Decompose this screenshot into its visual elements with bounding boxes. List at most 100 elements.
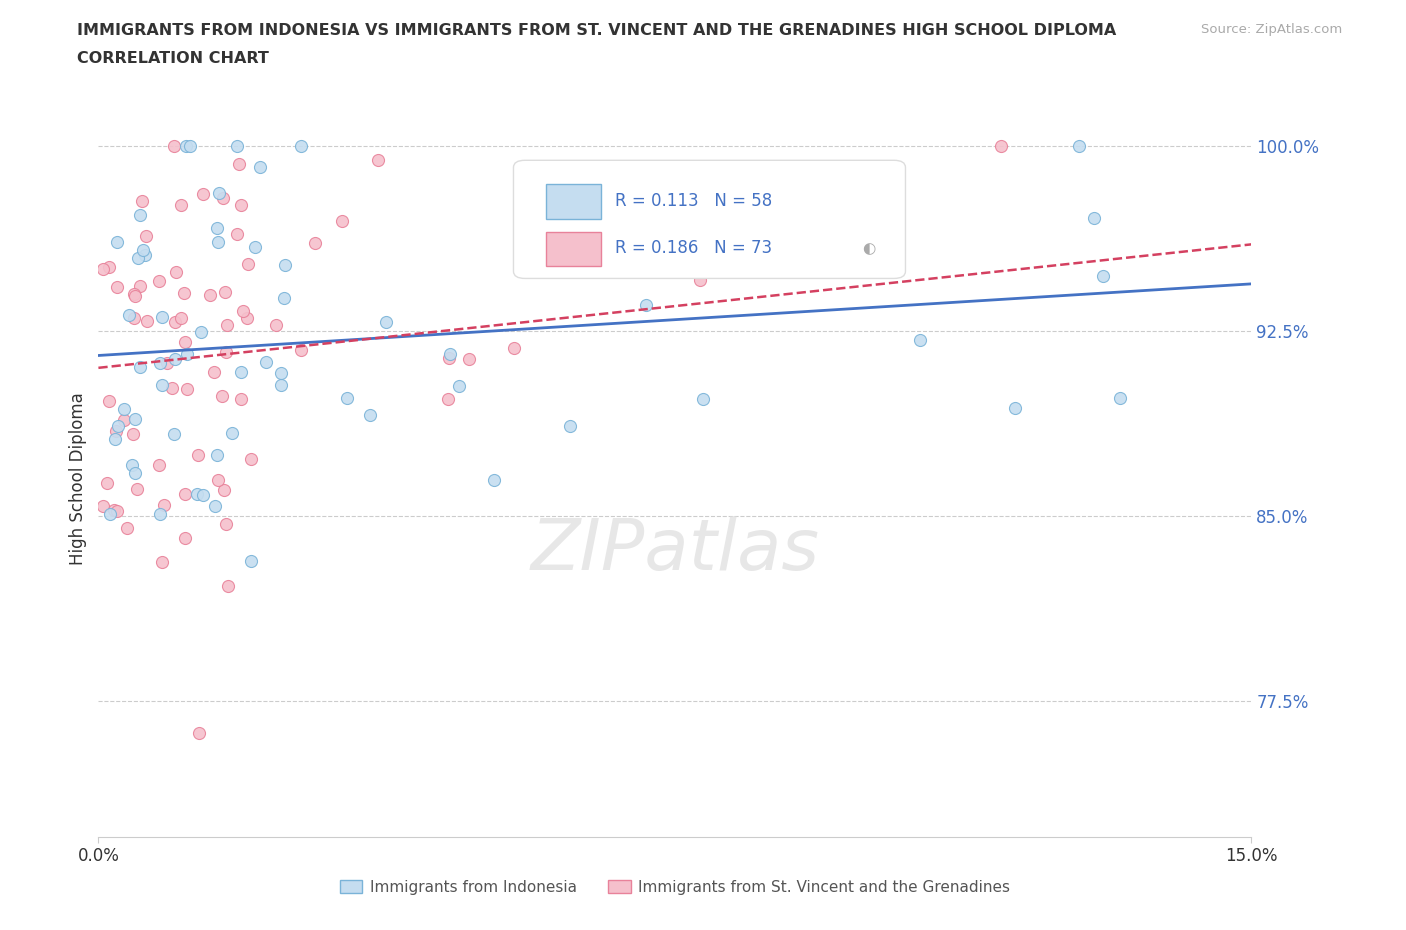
Point [124,465,146,480]
Point [212,483,235,498]
Text: ZIPatlas: ZIPatlas [530,516,820,585]
Point [202,365,225,379]
Point [375,314,398,329]
Legend: Immigrants from Indonesia, Immigrants from St. Vincent and the Grenadines: Immigrants from Indonesia, Immigrants fr… [333,873,1017,901]
Point [96,476,118,491]
Point [98,507,121,522]
Point [211,389,233,404]
Text: CORRELATION CHART: CORRELATION CHART [77,51,269,66]
Point [484,473,506,488]
Point [163,427,186,442]
Bar [546,232,602,266]
Point [560,418,582,433]
Point [367,153,389,167]
Point [127,250,149,265]
Point [124,288,146,303]
Point [555,263,578,278]
Point [160,381,183,396]
Point [208,186,231,201]
Point [228,156,250,171]
Point [105,424,128,439]
Point [634,298,657,312]
Point [117,521,139,536]
Point [128,207,150,222]
Point [217,578,239,593]
Point [215,345,238,360]
Point [908,332,931,347]
Point [91,261,114,276]
Point [121,427,143,442]
Point [179,139,201,153]
Point [187,725,209,740]
Point [207,234,229,249]
Point [170,198,193,213]
Point [502,340,524,355]
Point [176,381,198,396]
Point [122,287,145,302]
Point [236,311,259,325]
Point [990,139,1012,153]
Point [266,318,288,333]
Point [217,318,239,333]
Point [129,278,152,293]
Point [191,187,214,202]
Y-axis label: High School Diploma: High School Diploma [69,392,87,565]
Point [173,286,195,300]
Point [336,391,359,405]
Point [231,198,253,213]
Point [105,503,128,518]
Point [439,347,461,362]
Point [212,191,235,206]
Point [204,498,226,513]
Point [165,352,187,366]
Point [127,482,149,497]
Point [215,517,238,532]
Bar [546,184,602,219]
Point [153,498,176,512]
Point [150,379,173,393]
Point [129,359,152,374]
Point [249,160,271,175]
Point [149,356,172,371]
Point [1069,139,1091,153]
Point [149,507,172,522]
Point [135,229,157,244]
Point [132,243,155,258]
Text: Source: ZipAtlas.com: Source: ZipAtlas.com [1202,23,1343,36]
Point [693,220,716,235]
Point [238,256,260,271]
Point [190,325,212,339]
Point [541,213,564,228]
Point [173,531,195,546]
Point [245,240,267,255]
Point [458,352,481,366]
Point [170,311,193,325]
Point [174,139,197,153]
Point [447,379,470,393]
Point [163,139,186,153]
Point [91,498,114,513]
Point [689,272,711,287]
Text: R = 0.186   N = 73: R = 0.186 N = 73 [614,239,772,258]
Point [226,226,249,241]
Point [270,366,292,381]
Point [131,193,153,208]
Point [176,347,198,362]
Point [207,472,229,487]
Point [198,287,221,302]
Point [165,264,187,279]
Point [880,255,903,270]
Point [1108,391,1130,405]
Point [124,412,146,427]
Point [105,234,128,249]
Point [239,452,262,467]
Point [290,139,312,153]
Point [273,291,295,306]
Point [105,279,128,294]
Point [270,378,292,392]
Text: IMMIGRANTS FROM INDONESIA VS IMMIGRANTS FROM ST. VINCENT AND THE GRENADINES HIGH: IMMIGRANTS FROM INDONESIA VS IMMIGRANTS … [77,23,1116,38]
Point [150,310,173,325]
Point [231,392,253,406]
Point [205,220,228,235]
Point [121,458,143,472]
